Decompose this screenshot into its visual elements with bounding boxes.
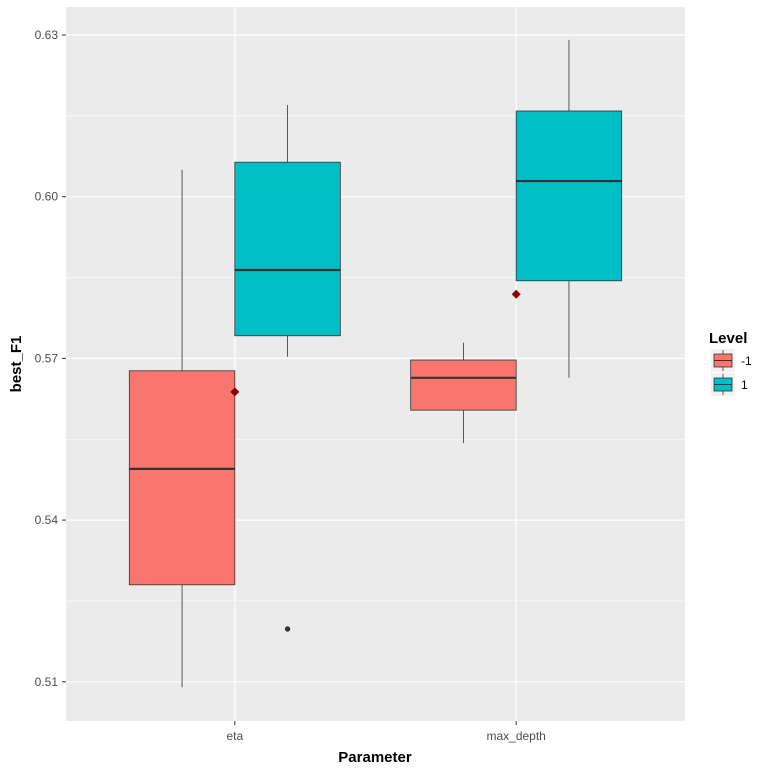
legend-entry: 1: [711, 373, 748, 396]
mean-diamond-eta: [230, 387, 240, 397]
y-tick-label: 0.60: [35, 190, 59, 204]
legend-title: Level: [709, 330, 747, 347]
y-tick-label: 0.63: [35, 28, 59, 42]
x-tick-label: eta: [226, 729, 243, 743]
y-tick-label: 0.57: [35, 351, 59, 365]
y-axis-label: best_F1: [8, 336, 25, 393]
box-max_depth-level-1: [515, 39, 623, 378]
legend-entry: -1: [711, 349, 752, 372]
box-eta-level--1: [128, 169, 236, 688]
mean-diamond-max_depth: [511, 289, 521, 299]
box-eta-level-1: [234, 105, 341, 632]
x-tick-label: max_depth: [486, 729, 545, 743]
iqr-box: [234, 161, 341, 337]
legend: Level -1 1: [709, 330, 752, 396]
box-max_depth-level--1: [410, 342, 517, 444]
legend-label: -1: [741, 354, 752, 368]
iqr-box: [515, 110, 623, 282]
y-tick-label: 0.51: [35, 675, 59, 689]
y-tick-label: 0.54: [35, 513, 59, 527]
legend-label: 1: [741, 378, 748, 392]
iqr-box: [128, 370, 236, 586]
x-axis-label: Parameter: [338, 749, 412, 766]
outlier-point: [284, 626, 291, 632]
iqr-box: [410, 359, 517, 411]
